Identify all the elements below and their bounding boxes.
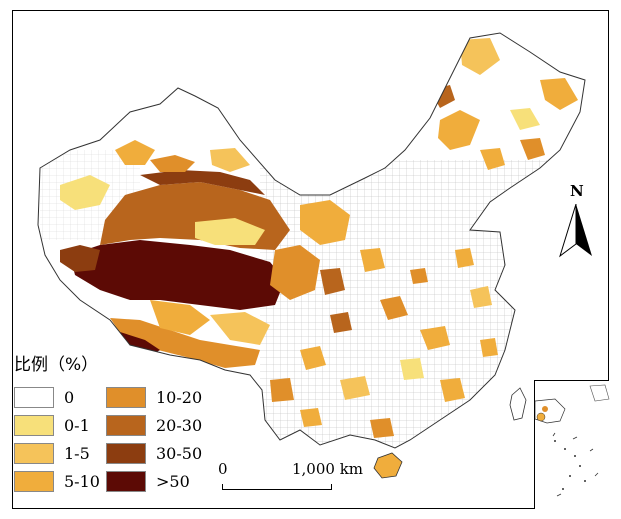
legend-swatch bbox=[106, 443, 146, 464]
north-label: N bbox=[570, 182, 584, 200]
legend-label: >50 bbox=[156, 472, 190, 491]
legend-swatch bbox=[106, 471, 146, 492]
scale-distance-label: 1,000 km bbox=[292, 460, 364, 478]
legend-label: 0-1 bbox=[64, 416, 90, 435]
south-china-sea-inset-map bbox=[534, 384, 610, 497]
legend-swatch bbox=[14, 387, 54, 408]
scale-bar: 0 1,000 km bbox=[218, 460, 363, 500]
legend-label: 1-5 bbox=[64, 444, 90, 463]
legend-label: 5-10 bbox=[64, 472, 100, 491]
scale-zero-label: 0 bbox=[218, 460, 228, 478]
legend-swatch bbox=[14, 443, 54, 464]
mainland bbox=[37, 32, 586, 449]
scale-bar-line bbox=[222, 484, 332, 490]
legend-swatch bbox=[106, 415, 146, 436]
legend-label: 30-50 bbox=[156, 444, 203, 463]
hainan-island bbox=[373, 452, 403, 479]
north-arrow-icon bbox=[559, 204, 592, 258]
legend-label: 10-20 bbox=[156, 388, 203, 407]
south-china-sea-inset bbox=[534, 380, 610, 509]
north-arrow: N bbox=[556, 182, 596, 262]
legend-title: 比例（%） bbox=[14, 355, 99, 375]
legend: 比例（%） 0 0-1 1-5 5-10 10-20 20-30 30-50 >… bbox=[14, 350, 219, 500]
legend-label: 0 bbox=[64, 388, 75, 407]
legend-swatch bbox=[14, 471, 54, 492]
legend-swatch bbox=[106, 387, 146, 408]
legend-label: 20-30 bbox=[156, 416, 203, 435]
legend-swatch bbox=[14, 415, 54, 436]
taiwan-island bbox=[509, 387, 527, 421]
